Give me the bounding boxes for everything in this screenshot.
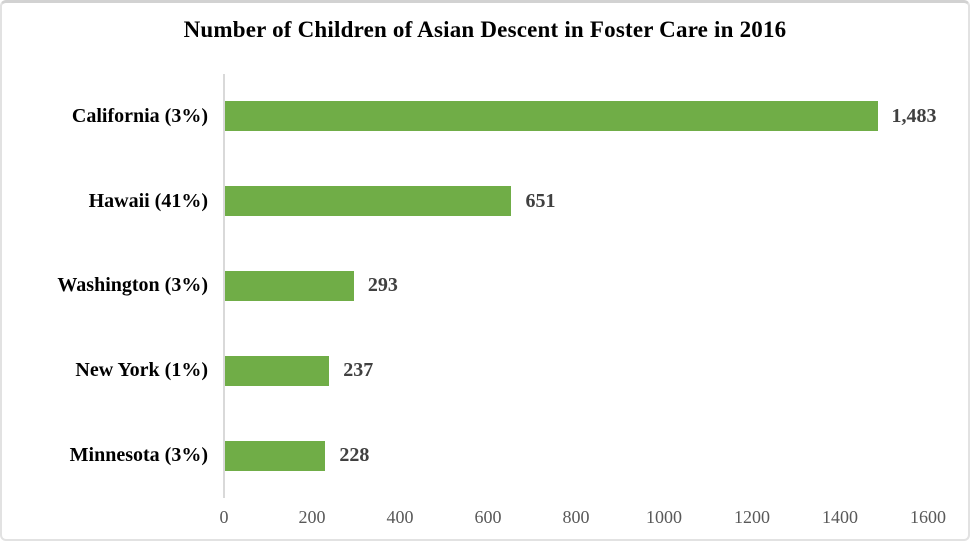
x-tick-label: 600 bbox=[474, 507, 502, 527]
x-tick-label: 1000 bbox=[646, 507, 682, 527]
bar-track: 293 bbox=[225, 270, 929, 301]
x-tick-label: 400 bbox=[386, 507, 414, 527]
bar bbox=[225, 355, 330, 386]
category-label: Washington (3%) bbox=[57, 274, 208, 297]
bar bbox=[225, 270, 354, 301]
category-label: Hawaii (41%) bbox=[88, 189, 208, 212]
bar-track: 651 bbox=[225, 186, 929, 217]
value-label: 1,483 bbox=[891, 104, 937, 127]
bar-row-minnesota: Minnesota (3%) 228 bbox=[2, 413, 968, 498]
value-label: 293 bbox=[367, 274, 398, 297]
y-axis-line bbox=[223, 74, 225, 498]
bar-row-california: California (3%) 1,483 bbox=[2, 74, 968, 159]
x-tick-label: 1400 bbox=[822, 507, 858, 527]
x-tick-label: 0 bbox=[219, 507, 229, 527]
x-tick-label: 200 bbox=[298, 507, 326, 527]
bar-track: 1,483 bbox=[225, 101, 937, 132]
chart-title: Number of Children of Asian Descent in F… bbox=[183, 17, 787, 42]
value-label: 228 bbox=[339, 444, 370, 467]
bar-track: 228 bbox=[225, 440, 929, 471]
value-label: 237 bbox=[343, 359, 374, 382]
bar-track: 237 bbox=[225, 355, 929, 386]
x-axis: 0 200 400 600 800 1000 1200 1400 1600 bbox=[220, 498, 947, 534]
bar-row-hawaii: Hawaii (41%) 651 bbox=[2, 159, 968, 244]
bar-rows: California (3%) 1,483 Hawaii (41%) 651 W… bbox=[2, 74, 968, 498]
x-tick-label: 1200 bbox=[734, 507, 770, 527]
bar bbox=[225, 440, 326, 471]
category-label: California (3%) bbox=[71, 104, 208, 127]
value-label: 651 bbox=[525, 189, 556, 212]
bar-row-new-york: New York (1%) 237 bbox=[2, 328, 968, 413]
bar-row-washington: Washington (3%) 293 bbox=[2, 244, 968, 329]
x-tick-label: 800 bbox=[562, 507, 590, 527]
plot-area: California (3%) 1,483 Hawaii (41%) 651 W… bbox=[2, 74, 968, 498]
x-tick-label: 1600 bbox=[910, 507, 946, 527]
bar bbox=[225, 186, 512, 217]
bar bbox=[225, 101, 878, 132]
category-label: Minnesota (3%) bbox=[69, 444, 208, 467]
category-label: New York (1%) bbox=[75, 359, 208, 382]
